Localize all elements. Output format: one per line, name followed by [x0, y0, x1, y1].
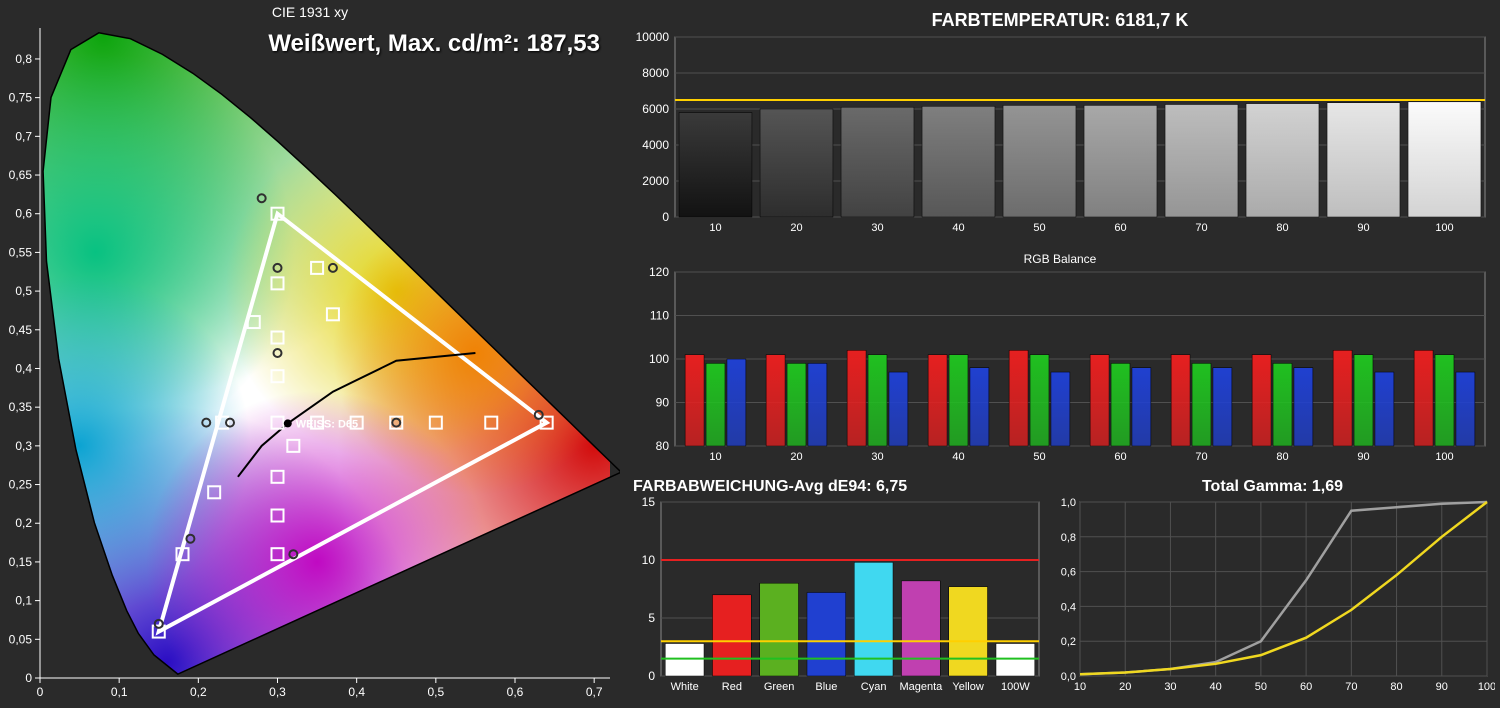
svg-text:100: 100 [1435, 222, 1453, 234]
svg-text:50: 50 [1033, 222, 1045, 234]
svg-text:0,75: 0,75 [9, 91, 33, 105]
svg-text:70: 70 [1345, 681, 1357, 693]
svg-text:WEISS: D65: WEISS: D65 [296, 418, 358, 430]
svg-text:0,6: 0,6 [1061, 567, 1076, 579]
farbabw-title: FARBABWEICHUNG-Avg dE94: 6,75 [625, 474, 1045, 496]
svg-text:60: 60 [1114, 451, 1126, 463]
svg-text:0,4: 0,4 [348, 685, 365, 699]
svg-text:6000: 6000 [642, 102, 669, 116]
svg-text:Yellow: Yellow [952, 681, 983, 693]
farbtemp-chart: 0 2000 4000 6000 8000 10000 10 20 30 40 50 60 70 80 90… [625, 31, 1495, 239]
svg-text:120: 120 [649, 266, 669, 279]
cie-chart: 0 0,1 0,2 0,3 0,4 0,5 0,6 0,7 0 0,05 0,1 0,15 0,2 0,2… [0, 18, 620, 708]
svg-text:0,1: 0,1 [15, 594, 32, 608]
svg-text:40: 40 [952, 451, 964, 463]
svg-text:40: 40 [952, 222, 964, 234]
svg-text:0,35: 0,35 [9, 400, 33, 414]
svg-text:80: 80 [1276, 222, 1288, 234]
svg-text:5: 5 [648, 611, 655, 625]
cie-panel: CIE 1931 xy Weißwert, Max. cd/m²: 187,53… [0, 0, 620, 708]
svg-text:100: 100 [1435, 451, 1453, 463]
svg-text:8000: 8000 [642, 66, 669, 80]
svg-text:10000: 10000 [636, 31, 670, 44]
svg-text:90: 90 [1357, 451, 1369, 463]
svg-text:0,4: 0,4 [15, 361, 32, 375]
svg-text:0: 0 [662, 210, 669, 224]
rgb-balance-chart: 80 90 100 110 120 10 20 30 40 50 60 70 80 90 100 [625, 266, 1495, 468]
svg-text:110: 110 [650, 309, 669, 323]
svg-text:20: 20 [790, 222, 802, 234]
svg-text:0,2: 0,2 [190, 685, 207, 699]
svg-text:0: 0 [25, 671, 32, 685]
svg-text:0,4: 0,4 [1061, 601, 1076, 613]
svg-text:10: 10 [709, 451, 721, 463]
svg-text:0,2: 0,2 [1061, 636, 1076, 648]
cie-title: CIE 1931 xy [0, 0, 620, 20]
svg-text:0,8: 0,8 [15, 52, 32, 66]
svg-text:100: 100 [649, 352, 669, 366]
svg-text:20: 20 [790, 451, 802, 463]
rgb-balance-title: RGB Balance [625, 248, 1495, 266]
farbtemp-panel: FARBTEMPERATUR: 6181,7 K 0 2000 4000 6000 80… [625, 0, 1495, 240]
svg-text:10: 10 [1074, 681, 1086, 693]
svg-text:0,1: 0,1 [111, 685, 128, 699]
svg-text:30: 30 [871, 451, 883, 463]
svg-text:100: 100 [1478, 681, 1495, 693]
gamma-title: Total Gamma: 1,69 [1050, 474, 1495, 496]
farbabw-panel: FARBABWEICHUNG-Avg dE94: 6,75 0 5 10 15 Whit… [625, 474, 1045, 704]
svg-text:20: 20 [1119, 681, 1131, 693]
svg-text:0,3: 0,3 [15, 439, 32, 453]
svg-text:90: 90 [1436, 681, 1448, 693]
svg-text:70: 70 [1195, 222, 1207, 234]
svg-text:0,65: 0,65 [9, 168, 33, 182]
svg-text:0,2: 0,2 [15, 516, 32, 530]
svg-text:0,45: 0,45 [9, 323, 33, 337]
svg-text:0,5: 0,5 [427, 685, 444, 699]
svg-text:Red: Red [722, 681, 742, 693]
gamma-panel: Total Gamma: 1,69 0,00,20,40,60,81,01020… [1050, 474, 1495, 704]
svg-text:0,6: 0,6 [15, 207, 32, 221]
svg-text:0,5: 0,5 [15, 284, 32, 298]
svg-text:2000: 2000 [642, 174, 669, 188]
svg-text:70: 70 [1195, 451, 1207, 463]
svg-text:40: 40 [1210, 681, 1222, 693]
svg-text:0,55: 0,55 [9, 245, 33, 259]
svg-text:White: White [671, 681, 699, 693]
svg-text:Green: Green [764, 681, 795, 693]
farbabw-chart: 0 5 10 15 White Red Green Blue Cyan Magenta Yellow… [625, 496, 1045, 698]
svg-text:0,8: 0,8 [1061, 532, 1076, 544]
svg-text:0: 0 [648, 669, 655, 683]
svg-text:0,05: 0,05 [9, 632, 33, 646]
svg-text:0,25: 0,25 [9, 478, 33, 492]
gamma-chart: 0,00,20,40,60,81,0102030405060708090100 [1050, 496, 1495, 698]
svg-text:Cyan: Cyan [861, 681, 887, 693]
svg-text:1,0: 1,0 [1061, 497, 1076, 509]
svg-text:0,7: 0,7 [586, 685, 603, 699]
svg-text:50: 50 [1033, 451, 1045, 463]
svg-text:80: 80 [1276, 451, 1288, 463]
svg-text:90: 90 [656, 396, 670, 410]
svg-text:100W: 100W [1001, 681, 1030, 693]
svg-text:4000: 4000 [642, 138, 669, 152]
svg-text:80: 80 [1390, 681, 1402, 693]
svg-text:0,3: 0,3 [269, 685, 286, 699]
svg-text:60: 60 [1300, 681, 1312, 693]
svg-text:Blue: Blue [815, 681, 837, 693]
svg-text:Magenta: Magenta [899, 681, 943, 693]
svg-text:90: 90 [1357, 222, 1369, 234]
svg-text:60: 60 [1114, 222, 1126, 234]
svg-text:15: 15 [642, 496, 656, 509]
svg-text:50: 50 [1255, 681, 1267, 693]
svg-text:0,6: 0,6 [507, 685, 524, 699]
rgb-balance-panel: RGB Balance 8090100110120102030405060708… [625, 248, 1495, 470]
svg-text:10: 10 [642, 553, 656, 567]
svg-text:0,15: 0,15 [9, 555, 33, 569]
farbtemp-title: FARBTEMPERATUR: 6181,7 K [625, 0, 1495, 31]
svg-text:30: 30 [871, 222, 883, 234]
svg-text:0: 0 [37, 685, 44, 699]
svg-text:0,7: 0,7 [15, 129, 32, 143]
svg-text:30: 30 [1164, 681, 1176, 693]
svg-text:80: 80 [656, 439, 670, 453]
svg-text:10: 10 [709, 222, 721, 234]
